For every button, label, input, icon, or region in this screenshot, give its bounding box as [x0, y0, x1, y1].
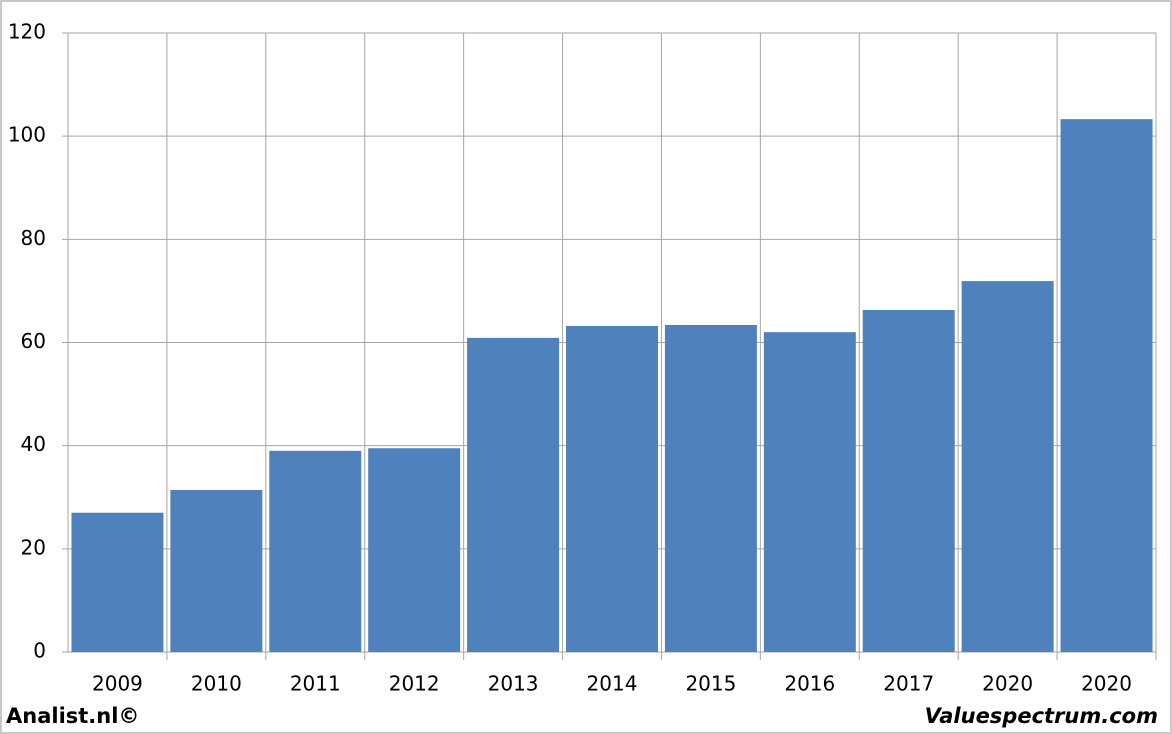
bar [664, 324, 757, 652]
x-tick-label: 2020 [982, 672, 1033, 696]
bar [368, 448, 461, 652]
bar [170, 490, 263, 652]
x-tick-label: 2014 [587, 672, 638, 696]
bar [269, 450, 362, 652]
x-tick-label: 2016 [784, 672, 835, 696]
bar [763, 332, 856, 652]
y-tick-label: 40 [21, 432, 46, 456]
x-tick-label: 2009 [92, 672, 143, 696]
y-tick-label: 80 [21, 226, 46, 250]
x-tick-label: 2017 [883, 672, 934, 696]
bar [961, 281, 1054, 652]
bar [467, 337, 560, 652]
source-right: Valuespectrum.com [925, 704, 1158, 728]
x-tick-label: 2011 [290, 672, 341, 696]
bar [71, 512, 164, 652]
y-tick-label: 100 [8, 123, 46, 147]
x-tick-label: 2010 [191, 672, 242, 696]
y-tick-label: 120 [8, 20, 46, 44]
x-tick-label: 2015 [685, 672, 736, 696]
y-tick-label: 60 [21, 329, 46, 353]
x-tick-label: 2012 [389, 672, 440, 696]
source-left: Analist.nl© [6, 704, 139, 728]
bar [862, 310, 955, 652]
x-tick-label: 2020 [1081, 672, 1132, 696]
y-tick-label: 20 [21, 535, 46, 559]
bar [1060, 119, 1153, 652]
y-tick-label: 0 [33, 639, 46, 663]
x-tick-label: 2013 [488, 672, 539, 696]
bar [566, 325, 658, 652]
